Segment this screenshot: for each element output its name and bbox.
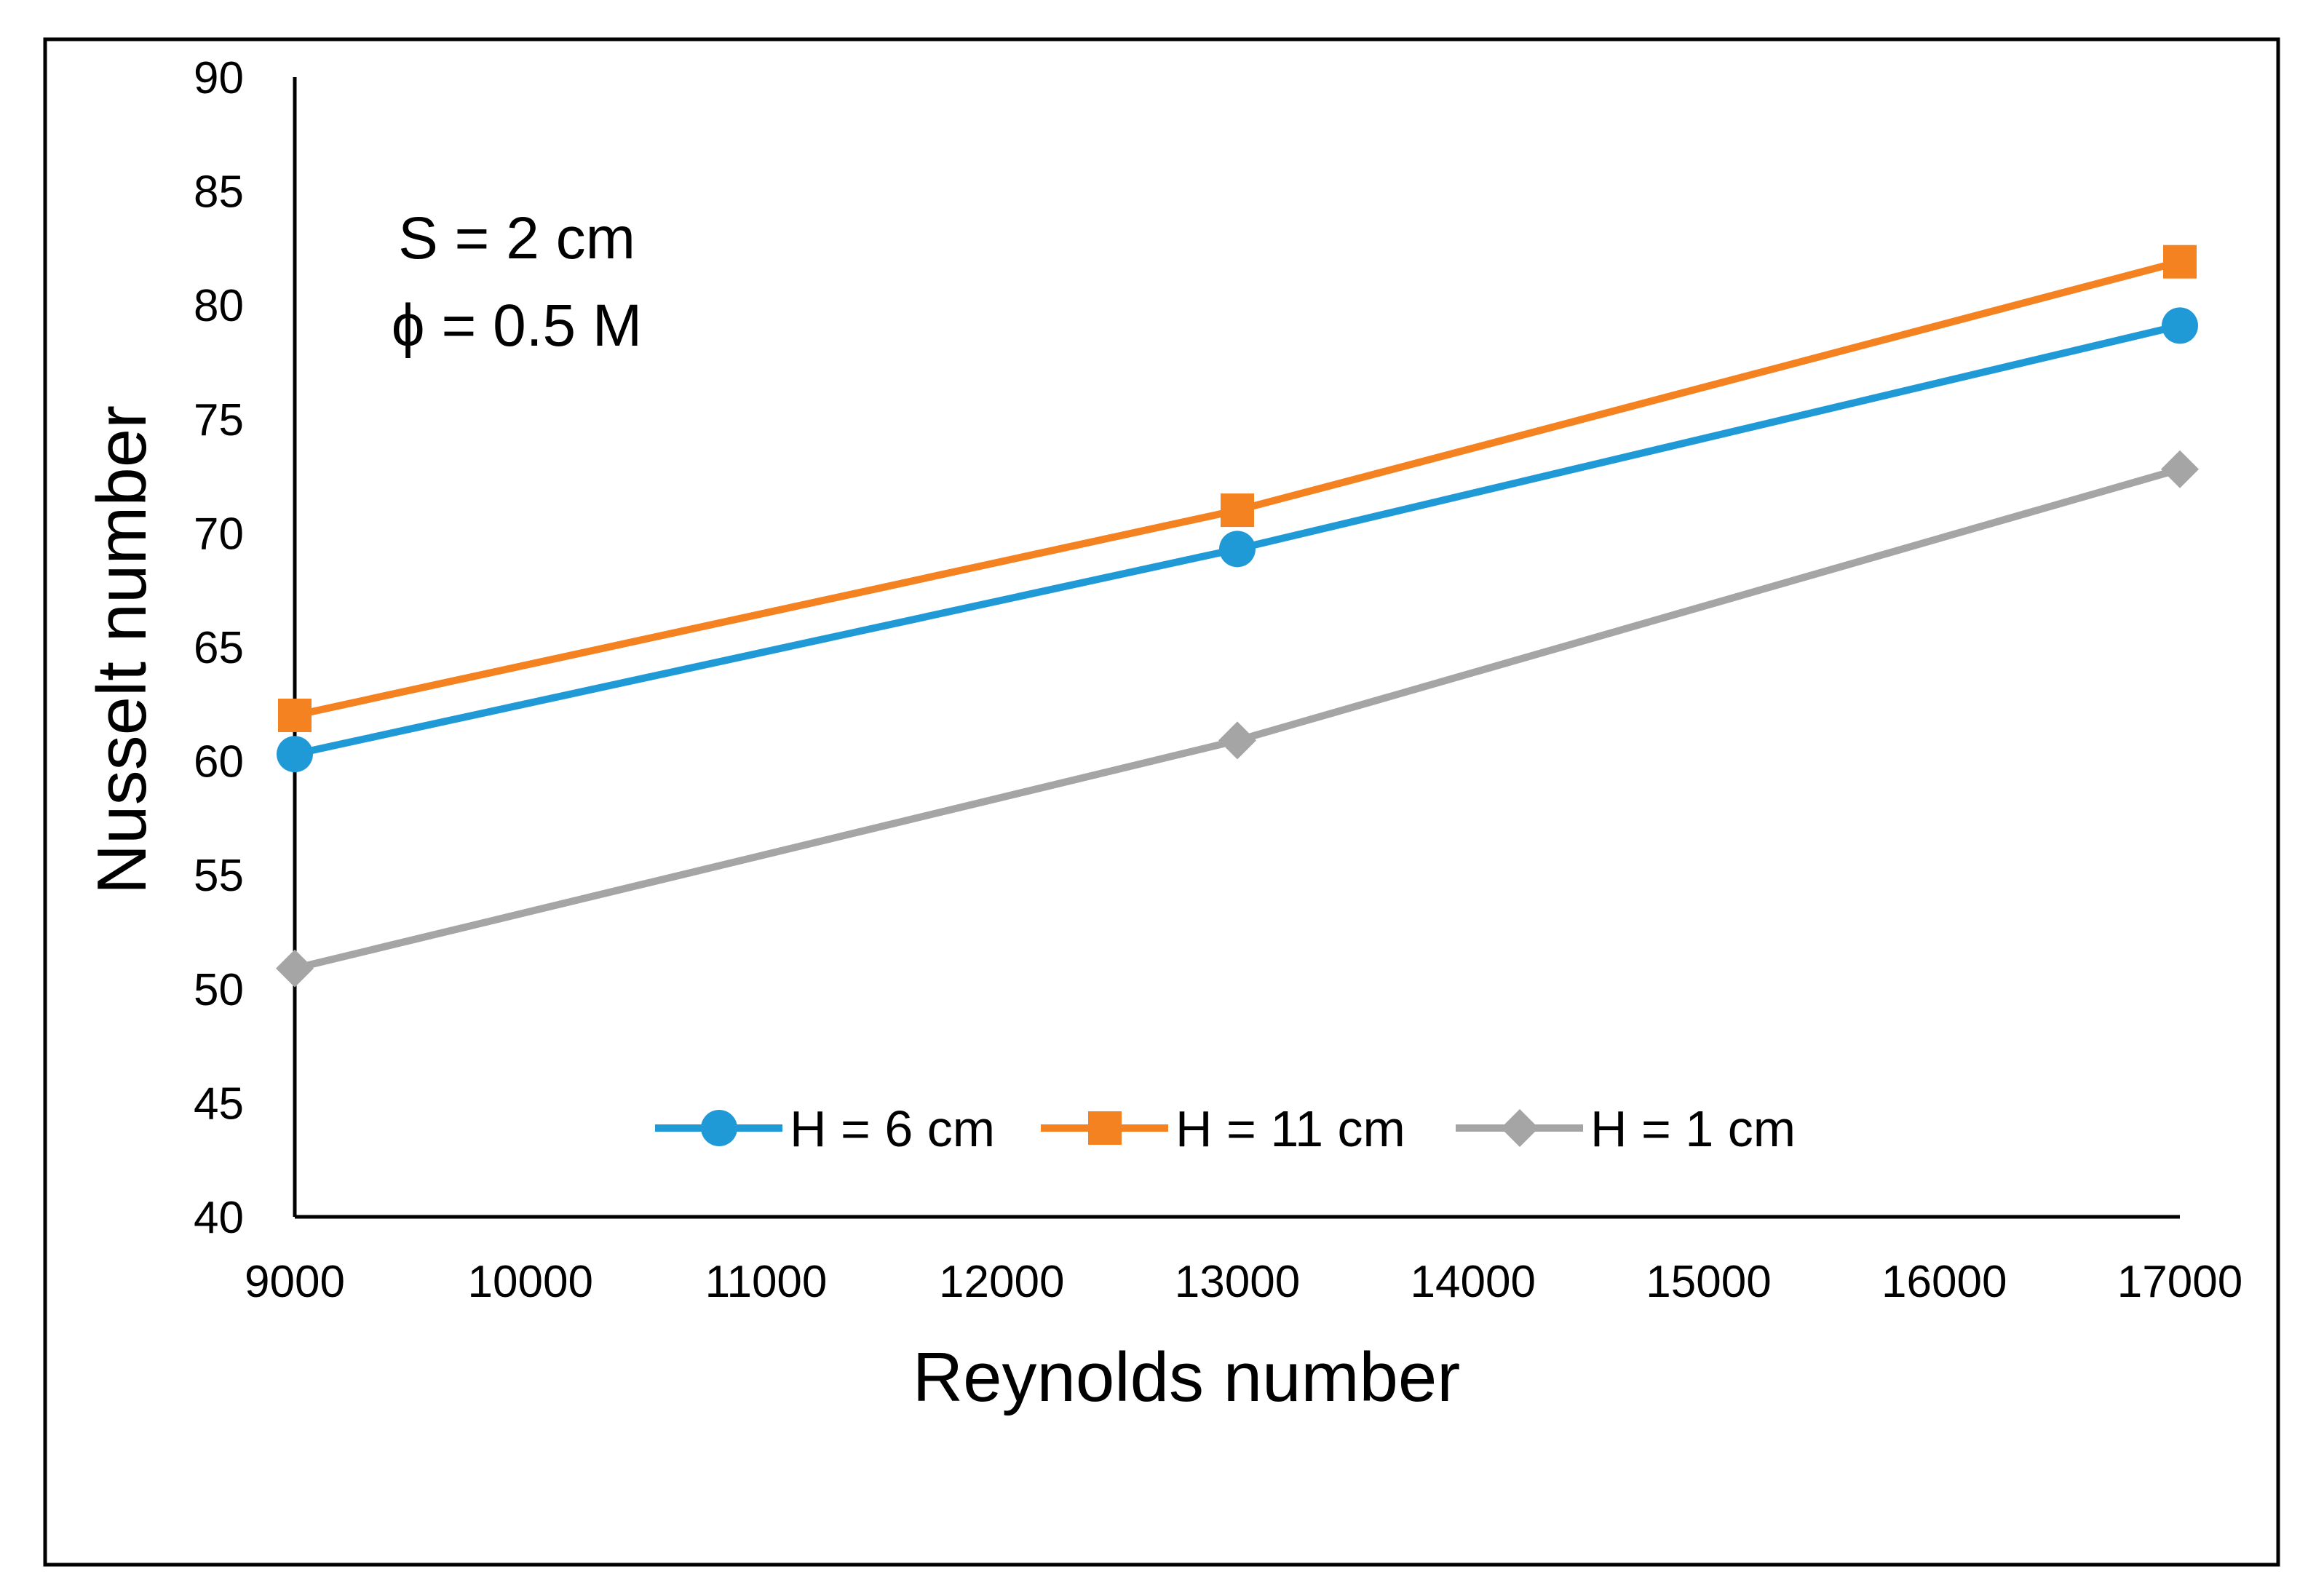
data-point (1219, 531, 1256, 568)
y-tick-label: 55 (194, 851, 244, 901)
y-tick-label: 90 (194, 53, 244, 103)
x-tick-label: 13000 (1175, 1257, 1300, 1307)
y-tick-label: 70 (194, 509, 244, 559)
x-tick-label: 16000 (1881, 1257, 2007, 1307)
legend-swatch-marker (701, 1110, 737, 1146)
data-point (2162, 307, 2198, 344)
y-axis-title: Nusselt number (83, 405, 161, 894)
legend-label: H = 1 cm (1590, 1100, 1796, 1157)
x-tick-label: 15000 (1646, 1257, 1771, 1307)
y-tick-label: 60 (194, 737, 244, 787)
data-point (2161, 450, 2199, 488)
y-tick-label: 65 (194, 623, 244, 673)
x-axis-title: Reynolds number (913, 1338, 1460, 1416)
data-point (277, 736, 313, 773)
y-tick-label: 85 (194, 167, 244, 218)
chart-frame (43, 37, 2280, 1567)
y-tick-label: 40 (194, 1193, 244, 1243)
data-point (1218, 721, 1256, 760)
annotation-concentration: ϕ = 0.5 M (392, 293, 642, 359)
annotation-spacing: S = 2 cm (398, 205, 635, 271)
x-tick-label: 12000 (939, 1257, 1064, 1307)
x-tick-label: 17000 (2117, 1257, 2242, 1307)
legend-label: H = 6 cm (790, 1100, 995, 1157)
legend-swatch-marker (1501, 1109, 1539, 1147)
y-tick-label: 80 (194, 281, 244, 331)
data-point (1221, 493, 1254, 528)
x-tick-label: 9000 (245, 1257, 345, 1307)
legend-label: H = 11 cm (1175, 1100, 1405, 1157)
x-tick-label: 10000 (468, 1257, 593, 1307)
y-tick-label: 50 (194, 965, 244, 1015)
x-tick-label: 11000 (705, 1257, 828, 1307)
legend-swatch-marker (1088, 1111, 1122, 1145)
y-tick-label: 45 (194, 1079, 244, 1129)
data-point (278, 698, 312, 732)
data-point (276, 949, 314, 988)
x-tick-label: 14000 (1411, 1257, 1536, 1307)
y-tick-label: 75 (194, 395, 244, 445)
data-point (2163, 245, 2197, 279)
